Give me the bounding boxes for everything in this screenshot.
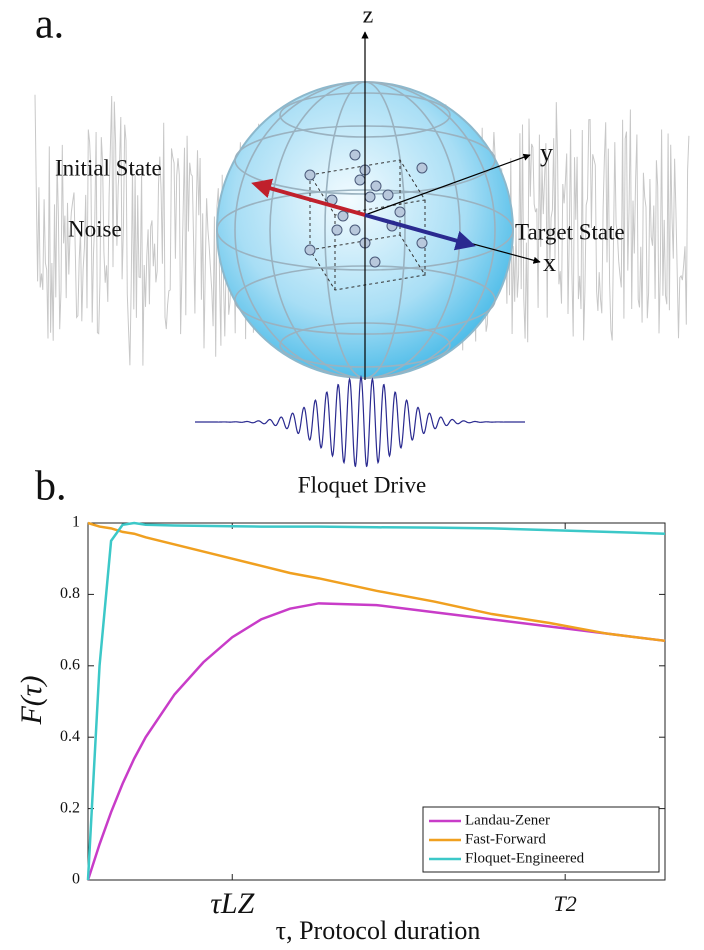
series-line [86, 521, 666, 881]
y-tick-label: 0.8 [60, 585, 80, 602]
legend-label: Fast-Forward [465, 831, 546, 847]
state-label: Initial State [55, 155, 162, 180]
panel-label: a. [35, 2, 64, 48]
drive-label: Floquet Drive [298, 472, 426, 497]
legend-box [422, 806, 660, 873]
axis-label: x [543, 248, 556, 277]
legend-label: Floquet-Engineered [465, 850, 585, 866]
y-tick-label: 1 [72, 514, 80, 531]
floquet-drive-wave [195, 374, 525, 468]
y-tick-label: 0.2 [60, 799, 80, 816]
x-axis-label: τ, Protocol duration [276, 916, 481, 945]
y-tick-label: 0 [72, 871, 80, 888]
series-line [86, 602, 666, 881]
axis-label: z [363, 3, 374, 29]
panel-label: b. [35, 464, 67, 510]
state-label: Target State [515, 219, 625, 244]
y-axis-label: F(τ) [15, 675, 48, 725]
x-tick-label: T2 [554, 891, 577, 916]
y-tick-label: 0.6 [60, 656, 80, 673]
axis-label: y [540, 138, 553, 167]
x-tick-label: τLZ [210, 887, 254, 920]
plot-frame [87, 522, 666, 881]
series-line [87, 521, 666, 643]
legend-label: Landau-Zener [465, 812, 550, 828]
noise-label: Noise [68, 216, 122, 241]
bloch-sphere [216, 31, 541, 380]
y-tick-label: 0.4 [60, 728, 80, 745]
